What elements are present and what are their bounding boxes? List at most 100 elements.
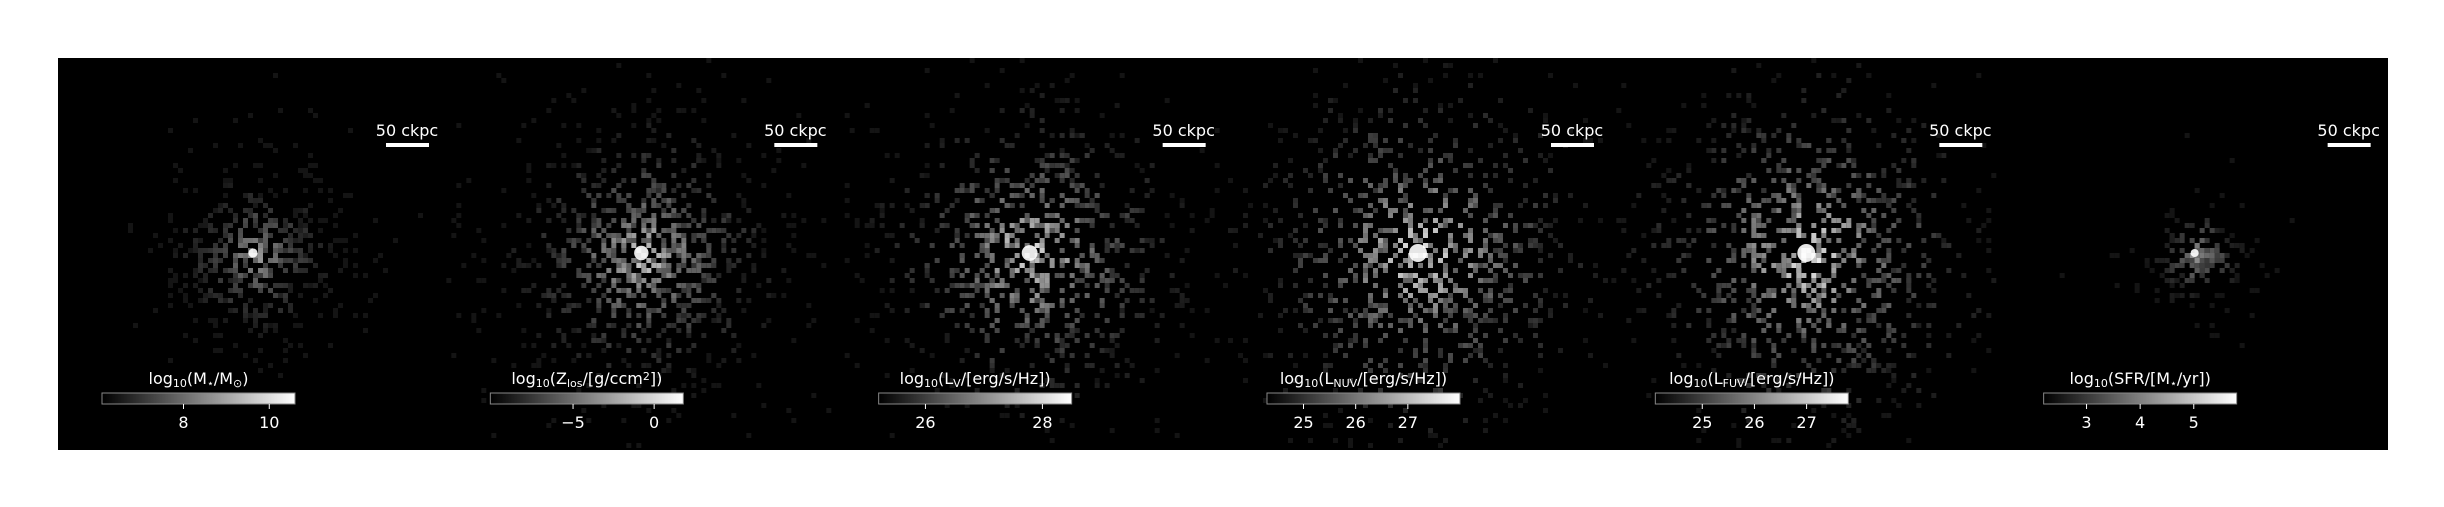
pixel — [1019, 193, 1025, 198]
pixel — [293, 238, 298, 243]
pixel — [258, 238, 263, 243]
pixel — [1427, 258, 1433, 263]
pixel — [1891, 363, 1897, 368]
pixel — [1821, 288, 1827, 293]
label-part: /[erg/s/Hz]) — [961, 369, 1051, 388]
pixel — [701, 218, 707, 223]
pixel — [273, 73, 278, 78]
pixel — [333, 238, 338, 243]
pixel — [596, 303, 602, 308]
pixel — [626, 443, 632, 448]
colorbar-label: log10(LFUV/[erg/s/Hz]) — [1669, 369, 1834, 390]
pixel — [1876, 233, 1882, 238]
pixel — [298, 343, 303, 348]
pixel — [218, 248, 223, 253]
pixel — [1796, 323, 1802, 328]
pixel — [1582, 138, 1588, 143]
pixel — [606, 253, 612, 258]
pixel — [1377, 113, 1383, 118]
pixel — [2199, 268, 2205, 273]
pixel — [1487, 213, 1493, 218]
pixel — [1856, 198, 1862, 203]
pixel — [1074, 218, 1080, 223]
pixel — [1272, 173, 1278, 178]
pixel — [944, 288, 950, 293]
pixel — [631, 293, 637, 298]
pixel — [1871, 278, 1877, 283]
pixel — [1686, 213, 1692, 218]
pixel — [736, 233, 742, 238]
pixel — [1901, 248, 1907, 253]
pixel — [1442, 63, 1448, 68]
pixel — [1831, 118, 1837, 123]
pixel — [1856, 233, 1862, 238]
pixel — [561, 163, 567, 168]
pixel — [2059, 273, 2065, 278]
pixel — [1836, 293, 1842, 298]
pixel — [711, 198, 717, 203]
pixel — [1906, 128, 1912, 133]
pixel — [1144, 268, 1150, 273]
pixel — [596, 183, 602, 188]
pixel — [1881, 193, 1887, 198]
pixel — [656, 253, 662, 258]
pixel — [348, 128, 353, 133]
pixel — [591, 323, 597, 328]
pixel — [666, 213, 672, 218]
pixel — [1656, 278, 1662, 283]
pixel — [1407, 143, 1413, 148]
pixel — [1039, 243, 1045, 248]
pixel — [1482, 183, 1488, 188]
pixel — [1114, 103, 1120, 108]
pixel — [671, 173, 677, 178]
pixel — [193, 283, 198, 288]
pixel — [746, 253, 752, 258]
pixel — [641, 303, 647, 308]
pixel — [243, 303, 248, 308]
pixel — [771, 293, 777, 298]
pixel — [283, 218, 288, 223]
pixel — [616, 238, 622, 243]
pixel — [2179, 238, 2185, 243]
pixel — [854, 363, 860, 368]
pixel — [1796, 213, 1802, 218]
pixel — [984, 333, 990, 338]
pixel — [213, 333, 218, 338]
pixel — [1976, 238, 1982, 243]
pixel — [631, 123, 637, 128]
pixel — [1846, 183, 1852, 188]
pixel — [869, 313, 875, 318]
pixel — [731, 333, 737, 338]
pixel — [1851, 358, 1857, 363]
pixel — [1901, 333, 1907, 338]
pixel — [1881, 168, 1887, 173]
pixel — [556, 263, 562, 268]
pixel — [1537, 243, 1543, 248]
pixel — [954, 268, 960, 273]
pixel — [1866, 368, 1872, 373]
pixel — [253, 323, 258, 328]
pixel — [1467, 213, 1473, 218]
pixel — [1392, 208, 1398, 213]
pixel — [691, 163, 697, 168]
pixel — [268, 323, 273, 328]
pixel — [1871, 313, 1877, 318]
pixel — [471, 253, 477, 258]
pixel — [168, 293, 173, 298]
pixel — [1362, 278, 1368, 283]
pixel — [1477, 318, 1483, 323]
pixel — [1906, 353, 1912, 358]
pixel — [1039, 193, 1045, 198]
pixel — [1527, 108, 1533, 113]
pixel — [233, 118, 238, 123]
label-part: /[erg/s/Hz]) — [1357, 369, 1447, 388]
pixel — [1502, 398, 1508, 403]
pixel — [1836, 93, 1842, 98]
pixel — [989, 358, 995, 363]
pixel — [258, 248, 263, 253]
pixel — [1711, 148, 1717, 153]
pixel — [1532, 318, 1538, 323]
pixel — [1741, 218, 1747, 223]
pixel — [1292, 203, 1298, 208]
pixel — [616, 303, 622, 308]
